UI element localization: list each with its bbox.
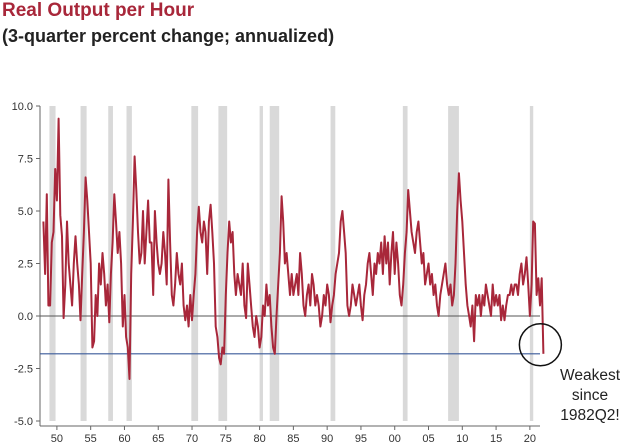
x-tick-label: 50 bbox=[51, 433, 63, 445]
recession-band bbox=[448, 106, 459, 421]
x-tick-label: 20 bbox=[524, 433, 536, 445]
recession-band bbox=[218, 106, 228, 421]
x-tick-label: 80 bbox=[253, 433, 265, 445]
series-line-output-per-hour bbox=[42, 117, 545, 380]
chart-title: Real Output per Hour bbox=[2, 0, 195, 21]
reference-lines bbox=[40, 315, 540, 355]
y-tick-label: -5.0 bbox=[14, 416, 33, 428]
annotation-text: Weakest since 1982Q2! bbox=[559, 367, 621, 424]
x-tick-label: 70 bbox=[186, 433, 198, 445]
axes: -5.0 -2.5 0.0 2.5 5.0 7.5 10.0 50 55 60 65 70 75 80 85… bbox=[12, 101, 540, 445]
y-tick-label: 7.5 bbox=[18, 154, 33, 166]
recession-band bbox=[191, 106, 199, 421]
x-tick-label: 75 bbox=[220, 433, 232, 445]
x-tick-label: 90 bbox=[321, 433, 333, 445]
x-tick-label: 85 bbox=[287, 433, 299, 445]
y-tick-label: 10.0 bbox=[12, 101, 33, 113]
x-tick-label: 05 bbox=[422, 433, 434, 445]
recession-band bbox=[330, 106, 336, 421]
recession-band bbox=[269, 106, 280, 421]
x-tick-label: 15 bbox=[490, 433, 502, 445]
series bbox=[42, 117, 545, 380]
chart-subtitle: (3-quarter percent change; annualized) bbox=[2, 26, 335, 46]
y-tick-label: 0.0 bbox=[18, 311, 33, 323]
recession-band bbox=[259, 106, 263, 421]
y-tick-label: 2.5 bbox=[18, 259, 33, 271]
x-tick-label: 60 bbox=[118, 433, 130, 445]
annotation-circle bbox=[518, 323, 563, 367]
x-tick-label: 95 bbox=[355, 433, 367, 445]
recession-band bbox=[49, 106, 56, 421]
y-tick-label: -2.5 bbox=[14, 364, 33, 376]
x-tick-label: 00 bbox=[389, 433, 401, 445]
x-tick-label: 55 bbox=[85, 433, 97, 445]
x-tick-label: 10 bbox=[456, 433, 468, 445]
x-tick-label: 65 bbox=[152, 433, 164, 445]
recession-band bbox=[126, 106, 132, 421]
annotation-marker bbox=[518, 323, 563, 367]
y-tick-label: 5.0 bbox=[18, 206, 33, 218]
